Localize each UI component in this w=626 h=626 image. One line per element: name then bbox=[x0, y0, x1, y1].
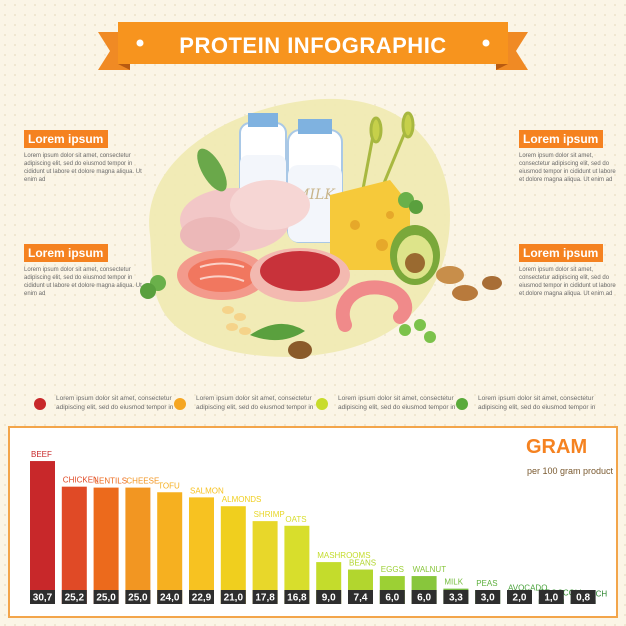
category-label: CHICKEN bbox=[63, 476, 99, 485]
page-title: PROTEIN INFOGRAPHIC bbox=[179, 33, 447, 58]
legend-text: Lorem ipsum dolor sit amet, consectetur … bbox=[56, 395, 174, 411]
value-label: 30,7 bbox=[33, 593, 53, 604]
bar-salmon bbox=[189, 497, 214, 604]
cheese-icon bbox=[330, 180, 410, 270]
legend-text: Lorem ipsum dolor sit amet, consectetur … bbox=[478, 395, 596, 411]
value-box bbox=[348, 590, 373, 604]
value-box bbox=[189, 590, 214, 604]
beef-steak-icon bbox=[250, 248, 350, 302]
callout-middle-right: Lorem ipsum Lorem ipsum dolor sit amet, … bbox=[519, 244, 619, 298]
callout-heading: Lorem ipsum bbox=[24, 244, 109, 262]
callout-text: Lorem ipsum dolor sit amet, consectetur … bbox=[519, 153, 616, 183]
chart-subtitle: per 100 gram product bbox=[526, 466, 614, 476]
category-label: BEANS bbox=[349, 559, 376, 568]
value-box bbox=[538, 590, 564, 604]
value-box bbox=[220, 590, 246, 604]
nuts-icon bbox=[436, 266, 502, 301]
avocado-icon bbox=[390, 225, 440, 285]
value-box bbox=[411, 590, 437, 604]
value-label: 3,0 bbox=[481, 593, 495, 604]
value-label: 6,0 bbox=[417, 593, 431, 604]
title-banner: PROTEIN INFOGRAPHIC bbox=[98, 20, 528, 76]
category-label: PEAS bbox=[476, 579, 497, 588]
beans-icon bbox=[222, 306, 251, 335]
category-label: ALMONDS bbox=[222, 495, 262, 504]
value-label: 0,8 bbox=[576, 593, 590, 604]
callout-top-right: Lorem ipsum Lorem ipsum dolor sit amet, … bbox=[519, 130, 619, 184]
value-label: 3,3 bbox=[449, 593, 463, 604]
bar-almonds bbox=[220, 506, 246, 604]
category-label: BEEF bbox=[31, 450, 52, 459]
callout-top-left: Lorem ipsum Lorem ipsum dolor sit amet, … bbox=[24, 130, 142, 184]
walnut-icon bbox=[288, 341, 312, 359]
food-illustration: MILK bbox=[120, 95, 510, 385]
callout-middle-left: Lorem ipsum Lorem ipsum dolor sit amet, … bbox=[24, 244, 142, 298]
value-label: 17,8 bbox=[255, 593, 275, 604]
value-box bbox=[252, 590, 278, 604]
chart-title: GRAM bbox=[526, 436, 588, 458]
callout-text: Lorem ipsum dolor sit amet, consectetur … bbox=[24, 267, 142, 297]
value-box bbox=[61, 590, 87, 604]
callout-text: Lorem ipsum dolor sit amet, consectetur … bbox=[24, 153, 142, 183]
value-label: 2,0 bbox=[513, 593, 527, 604]
legend-text: Lorem ipsum dolor sit amet, consectetur … bbox=[338, 395, 456, 411]
value-box bbox=[93, 590, 119, 604]
callout-text: Lorem ipsum dolor sit amet, consectetur … bbox=[519, 267, 616, 297]
callout-heading: Lorem ipsum bbox=[519, 130, 604, 148]
legend-text: Lorem ipsum dolor sit amet, consectetur … bbox=[196, 395, 314, 411]
shrimp-icon bbox=[335, 280, 413, 332]
value-label: 9,0 bbox=[322, 593, 336, 604]
value-box bbox=[125, 590, 151, 604]
category-label: OATS bbox=[285, 515, 306, 524]
salmon-icon bbox=[177, 250, 267, 300]
value-label: 25,0 bbox=[96, 593, 116, 604]
value-box bbox=[570, 590, 596, 604]
value-box bbox=[507, 590, 532, 604]
value-box bbox=[316, 590, 342, 604]
legend-dot bbox=[456, 398, 468, 410]
category-label: WALNUT bbox=[413, 565, 447, 574]
value-label: 22,9 bbox=[192, 593, 212, 604]
legend-dot bbox=[316, 398, 328, 410]
bar-chicken bbox=[61, 486, 87, 604]
value-label: 16,8 bbox=[287, 593, 307, 604]
banner-ribbon bbox=[98, 22, 528, 70]
bar-tofu bbox=[157, 492, 183, 604]
peas-icon bbox=[250, 319, 436, 343]
value-box bbox=[30, 590, 55, 604]
value-box bbox=[379, 590, 405, 604]
chicken-icon bbox=[180, 180, 310, 253]
bar-lentils bbox=[93, 487, 119, 604]
category-label: EGGS bbox=[381, 565, 404, 574]
value-box bbox=[284, 590, 310, 604]
value-box bbox=[443, 590, 469, 604]
category-label: TOFU bbox=[158, 481, 180, 490]
category-label: LENTILS bbox=[95, 477, 127, 486]
legend-dot bbox=[34, 398, 46, 410]
legend-dot bbox=[174, 398, 186, 410]
value-label: 6,0 bbox=[385, 593, 399, 604]
bar-beef bbox=[30, 461, 55, 604]
category-label: CHEESE bbox=[126, 477, 159, 486]
value-label: 7,4 bbox=[354, 593, 368, 604]
category-label: SALMON bbox=[190, 486, 224, 495]
category-label: MASHROOMS bbox=[317, 551, 370, 560]
category-label: AVOCADO bbox=[508, 584, 547, 593]
value-label: 24,0 bbox=[160, 593, 180, 604]
category-label: SHRIMP bbox=[254, 510, 285, 519]
bar-cheese bbox=[125, 487, 151, 604]
broccoli-icon bbox=[140, 192, 423, 299]
value-label: 25,0 bbox=[128, 593, 148, 604]
callout-heading: Lorem ipsum bbox=[519, 244, 604, 262]
callout-heading: Lorem ipsum bbox=[24, 130, 109, 148]
value-box bbox=[157, 590, 183, 604]
value-label: 21,0 bbox=[224, 593, 244, 604]
category-label: MILK bbox=[444, 578, 463, 587]
value-label: 1,0 bbox=[544, 593, 558, 604]
value-box bbox=[475, 590, 501, 604]
value-label: 25,2 bbox=[65, 593, 85, 604]
